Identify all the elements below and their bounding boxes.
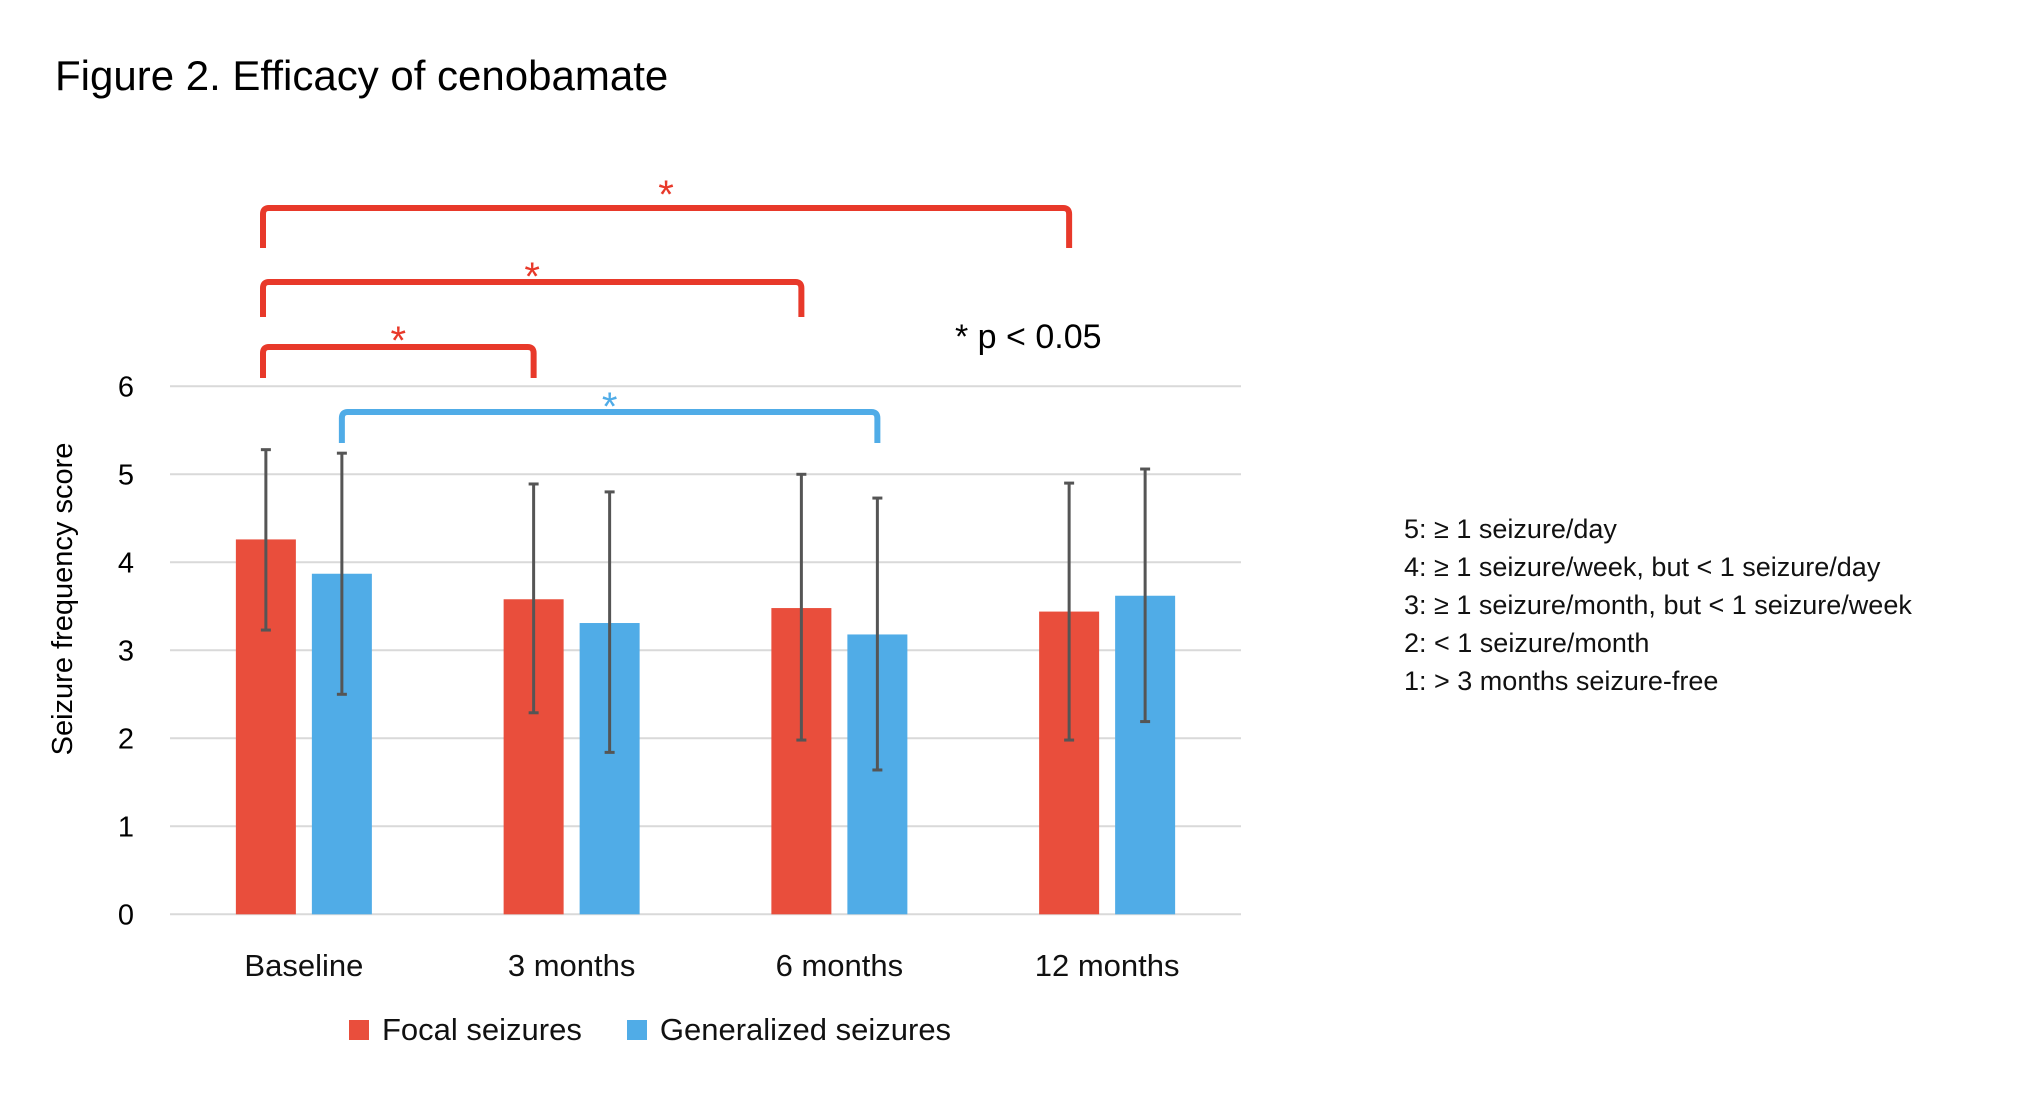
significance-bracket-1	[260, 279, 805, 317]
bars	[235, 539, 1176, 915]
y-tick-label: 5	[118, 459, 134, 491]
significance-asterisk: *	[391, 319, 407, 363]
significance-asterisk: *	[524, 255, 540, 299]
score-definition-4: 4: ≥ 1 seizure/week, but < 1 seizure/day	[1404, 552, 1881, 582]
significance-bracket-2	[260, 344, 537, 378]
significance-brackets: * * * *	[260, 173, 1073, 443]
significance-note: * p < 0.05	[955, 318, 1102, 356]
y-tick-label: 3	[118, 635, 134, 667]
score-definition-5: 5: ≥ 1 seizure/day	[1404, 514, 1617, 544]
significance-bracket-3	[338, 409, 881, 443]
legend-label-focal: Focal seizures	[382, 1012, 582, 1047]
figure-title: Figure 2. Efficacy of cenobamate	[55, 52, 669, 99]
legend-label-generalized: Generalized seizures	[659, 1012, 952, 1047]
x-tick-label: 3 months	[508, 948, 636, 983]
y-tick-label: 6	[118, 371, 134, 403]
score-definition-2: 2: < 1 seizure/month	[1404, 628, 1650, 658]
legend-swatch-focal	[349, 1020, 369, 1040]
y-tick-labels: 0 1 2 3 4 5 6	[118, 371, 134, 931]
legend: Focal seizures Generalized seizures	[349, 1012, 996, 1048]
legend-swatch-generalized	[626, 1020, 647, 1040]
y-tick-label: 2	[118, 723, 134, 755]
x-tick-label: 12 months	[1035, 948, 1180, 983]
y-axis-label: Seizure frequency score	[47, 443, 79, 756]
score-definitions: 5: ≥ 1 seizure/day 4: ≥ 1 seizure/week, …	[1404, 510, 1912, 700]
y-tick-label: 0	[118, 899, 134, 931]
significance-asterisk: *	[658, 173, 674, 217]
error-bars	[260, 448, 1151, 772]
legend-item-generalized: Generalized seizures	[626, 1012, 952, 1048]
score-definition-1: 1: > 3 months seizure-free	[1404, 666, 1719, 696]
significance-asterisk: *	[602, 385, 618, 429]
x-tick-labels: Baseline 3 months 6 months 12 months	[244, 948, 1179, 983]
score-definition-3: 3: ≥ 1 seizure/month, but < 1 seizure/we…	[1404, 590, 1912, 620]
x-tick-label: 6 months	[776, 948, 904, 983]
significance-bracket-0	[260, 205, 1073, 248]
legend-item-focal: Focal seizures	[349, 1012, 582, 1048]
y-tick-label: 1	[118, 811, 134, 843]
x-tick-label: Baseline	[244, 948, 363, 983]
y-tick-label: 4	[118, 547, 134, 579]
